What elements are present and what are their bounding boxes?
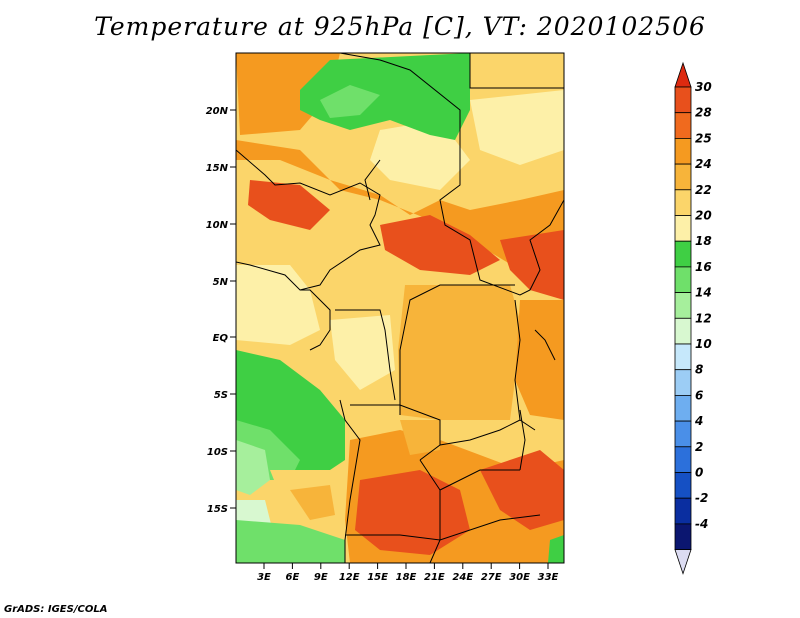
colorbar-top-arrow	[674, 61, 692, 88]
lon-label: 21E	[424, 572, 445, 583]
lon-label: 24E	[452, 572, 473, 583]
latitude-axis: 20N 15N 10N 5N EQ 5S 10S 15S	[206, 106, 236, 515]
colorbar-swatch	[674, 497, 692, 525]
lon-label: 27E	[481, 572, 502, 583]
temperature-field	[236, 53, 564, 563]
colorbar-swatch	[674, 112, 692, 139]
lat-label: 20N	[206, 106, 229, 117]
lat-label: 5S	[214, 390, 228, 401]
longitude-axis: 3E 6E 9E 12E 15E 18E 21E 24E 27E 30E 33E	[257, 563, 559, 583]
colorbar-swatch	[674, 394, 692, 422]
lon-label: 18E	[396, 572, 417, 583]
colorbar-label: 0	[695, 466, 703, 480]
colorbar-swatch	[674, 86, 692, 114]
colorbar-label: 20	[695, 209, 712, 223]
colorbar-swatch	[674, 215, 692, 242]
colorbar-swatch	[674, 189, 692, 216]
lon-label: 6E	[286, 572, 300, 583]
lat-label: 5N	[213, 277, 229, 288]
lat-label: 15N	[206, 163, 229, 174]
colorbar-label: 12	[695, 311, 712, 325]
colorbar-label: 14	[695, 286, 712, 300]
lon-label: 15E	[367, 572, 388, 583]
colorbar-label: -4	[695, 517, 708, 531]
lat-label: 15S	[207, 504, 228, 515]
lat-label: 10S	[207, 447, 228, 458]
colorbar-swatch	[674, 266, 692, 293]
colorbar-swatch	[674, 420, 692, 448]
credit-text: GrADS: IGES/COLA	[4, 604, 108, 615]
colorbar-label: -2	[695, 491, 708, 505]
colorbar-swatch	[674, 292, 692, 319]
map-frame	[235, 52, 565, 564]
colorbar-label: 25	[695, 131, 712, 145]
lon-label: 9E	[314, 572, 328, 583]
colorbar-swatch	[674, 343, 692, 371]
colorbar-label: 24	[695, 157, 712, 171]
colorbar-label: 18	[695, 234, 712, 248]
lat-label: EQ	[213, 333, 229, 344]
colorbar-swatch	[674, 446, 692, 473]
colorbar-swatch	[674, 317, 692, 345]
lat-label: 10N	[206, 220, 229, 231]
colorbar-swatch	[674, 240, 692, 268]
colorbar-swatch	[674, 137, 692, 165]
colorbar-swatch	[674, 163, 692, 191]
colorbar-label: 2	[695, 440, 703, 454]
colorbar-label: 30	[695, 80, 712, 94]
country-borders	[236, 53, 564, 563]
colorbar-label: 22	[695, 183, 712, 197]
colorbar-swatch	[674, 369, 692, 396]
colorbar-label: 6	[695, 388, 703, 402]
colorbar-label: 10	[695, 337, 712, 351]
lon-label: 33E	[538, 572, 559, 583]
colorbar-label: 16	[695, 260, 712, 274]
colorbar-label: 28	[695, 106, 712, 120]
colorbar-swatch	[674, 472, 692, 499]
chart-title: Temperature at 925hPa [C], VT: 202010250…	[94, 12, 706, 41]
colorbar-label: 8	[695, 363, 703, 377]
lon-label: 3E	[257, 572, 271, 583]
lon-label: 30E	[509, 572, 530, 583]
colorbar-bottom-arrow	[674, 549, 692, 575]
lon-label: 12E	[339, 572, 360, 583]
colorbar-label: 4	[694, 414, 703, 428]
colorbar-swatch	[674, 523, 692, 551]
